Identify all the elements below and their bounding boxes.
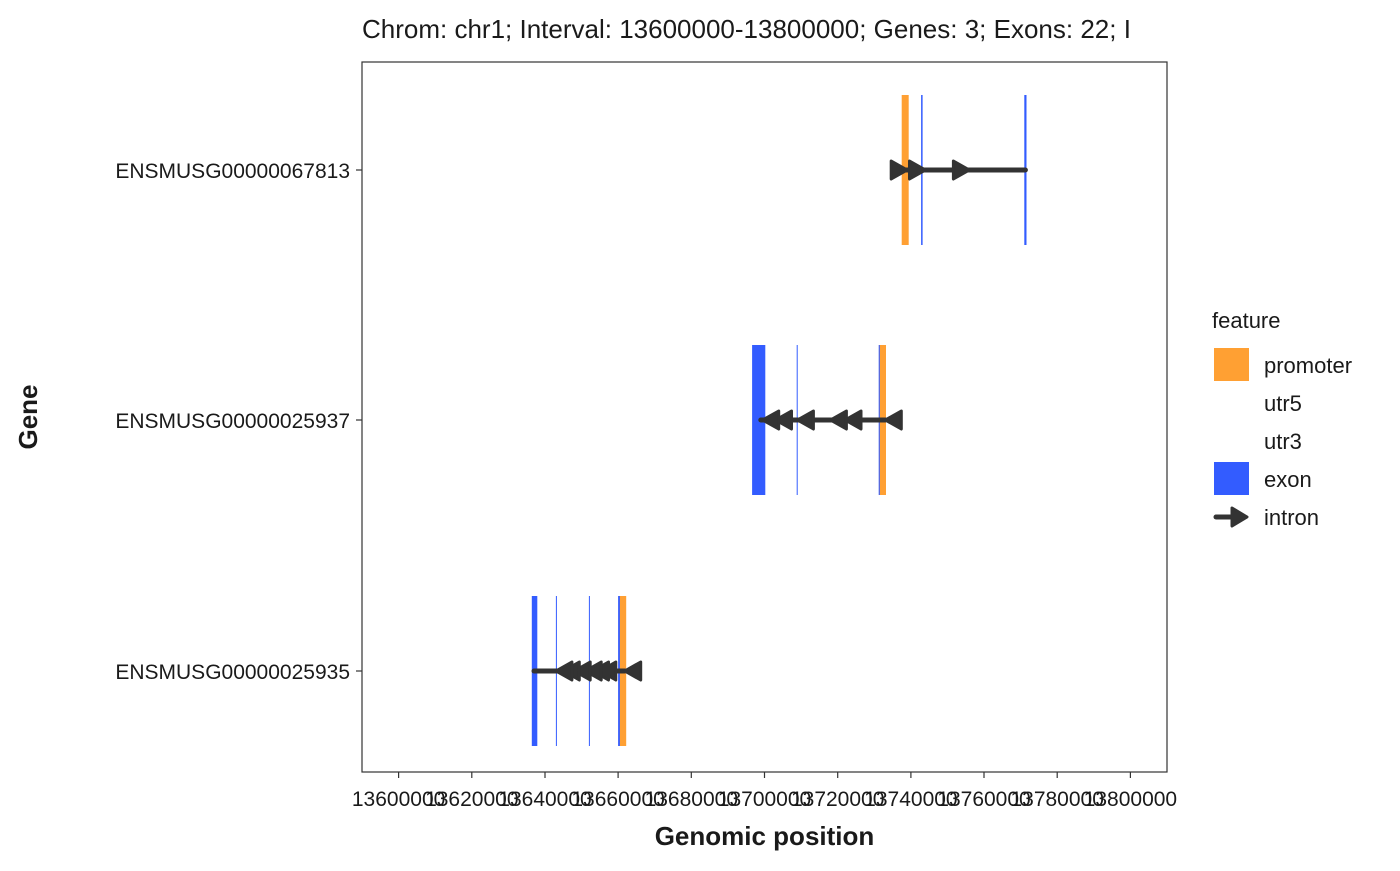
x-tick-label: 13760000 [937, 788, 1030, 811]
legend-label-promoter: promoter [1264, 353, 1352, 378]
intron-arrowhead [828, 409, 848, 431]
intron-arrowhead [795, 409, 815, 431]
legend-label-utr3: utr3 [1264, 429, 1302, 454]
x-axis-title: Genomic position [655, 821, 875, 851]
x-tick-label: 13740000 [864, 788, 957, 811]
legend: feature promoter utr5 utr3 exon intron [1212, 308, 1352, 530]
y-axis: ENSMUSG00000025935 ENSMUSG00000025937 ENSM… [115, 160, 362, 684]
intron-arrowhead [623, 660, 643, 682]
legend-item-exon: exon [1214, 462, 1312, 495]
x-tick-label: 13640000 [498, 788, 591, 811]
intron-group [531, 159, 1028, 682]
y-tick-label: ENSMUSG00000067813 [115, 160, 350, 183]
legend-label-utr5: utr5 [1264, 391, 1302, 416]
y-tick-label: ENSMUSG00000025935 [115, 661, 350, 684]
y-axis-title: Gene [13, 384, 43, 449]
x-tick-label: 13680000 [645, 788, 738, 811]
legend-item-intron: intron [1213, 505, 1319, 530]
intron-arrowhead [774, 409, 793, 431]
legend-item-utr3: utr3 [1264, 429, 1302, 454]
legend-key-arrowhead [1230, 506, 1249, 528]
legend-item-utr5: utr5 [1264, 391, 1302, 416]
intron-arrowhead [951, 159, 971, 181]
intron-arrowhead [761, 409, 781, 431]
x-tick-label: 13780000 [1010, 788, 1103, 811]
legend-item-promoter: promoter [1214, 348, 1352, 381]
x-tick-label: 13660000 [571, 788, 664, 811]
intron-arrowhead [554, 660, 574, 682]
x-tick-label: 13600000 [352, 788, 445, 811]
intron-arrowhead [583, 660, 603, 682]
x-tick-label: 13620000 [425, 788, 518, 811]
x-tick-label: 13720000 [791, 788, 884, 811]
x-axis: 1360000013620000136400001366000013680000… [352, 772, 1177, 811]
legend-items: promoter utr5 utr3 exon intron [1213, 348, 1352, 530]
legend-key-promoter [1214, 348, 1249, 381]
intron-arrowhead [843, 409, 863, 431]
intron-arrowhead [889, 159, 909, 181]
legend-title: feature [1212, 308, 1281, 333]
x-tick-label: 13800000 [1084, 788, 1177, 811]
legend-label-intron: intron [1264, 505, 1319, 530]
intron-arrowhead [883, 409, 903, 431]
plot-marks [531, 95, 1028, 746]
intron-arrowhead [908, 159, 927, 181]
y-tick-label: ENSMUSG00000025937 [115, 410, 350, 433]
legend-key-exon [1214, 462, 1249, 495]
legend-label-exon: exon [1264, 467, 1312, 492]
intron-arrowhead [572, 660, 592, 682]
chart-title: Chrom: chr1; Interval: 13600000-13800000… [362, 14, 1131, 44]
x-tick-label: 13700000 [718, 788, 811, 811]
